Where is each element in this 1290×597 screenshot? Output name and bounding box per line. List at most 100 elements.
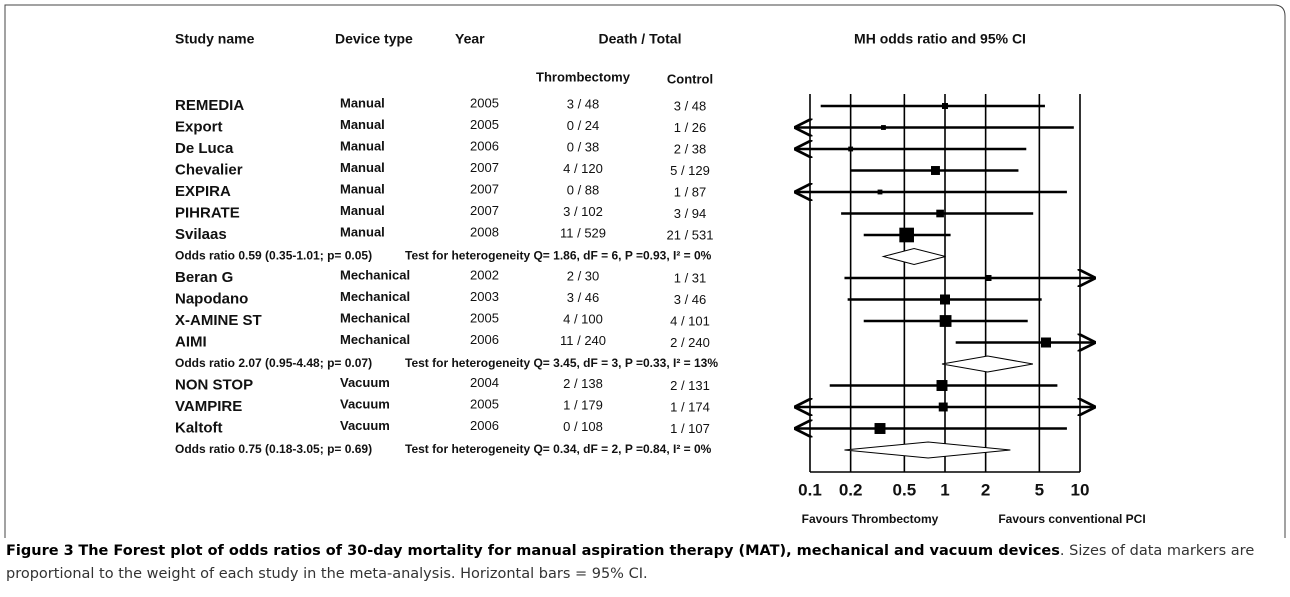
device-type: Mechanical: [340, 289, 410, 304]
caption-text: . Sizes of data markers are proportional…: [6, 543, 1255, 582]
year: 2008: [470, 224, 499, 239]
study-marker: [848, 146, 854, 152]
x-tick-label: 0.2: [839, 480, 863, 499]
year: 2006: [470, 418, 499, 433]
study-marker: [931, 166, 940, 175]
study-name: Export: [175, 118, 223, 135]
study-name: NON STOP: [175, 376, 253, 393]
year: 2007: [470, 181, 499, 196]
study-marker: [899, 227, 914, 243]
year: 2005: [470, 396, 499, 411]
study-name: PIHRATE: [175, 204, 240, 221]
control: 3 / 94: [674, 206, 707, 221]
header: MH odds ratio and 95% CI: [854, 31, 1026, 47]
thrombectomy: 1 / 179: [563, 397, 603, 412]
thrombectomy: 2 / 30: [567, 268, 600, 283]
study-marker: [939, 315, 952, 327]
control: 2 / 131: [670, 378, 710, 393]
heterogeneity: Test for heterogeneity Q= 3.45, dF = 3, …: [405, 356, 718, 370]
device-type: Vacuum: [340, 375, 390, 390]
summary-diamond: [941, 355, 1034, 373]
year: 2007: [470, 160, 499, 175]
device-type: Mechanical: [340, 332, 410, 347]
header: Control: [667, 71, 713, 86]
caption: Figure 3 The Forest plot of odds ratios …: [6, 540, 1284, 586]
thrombectomy: 0 / 38: [567, 139, 600, 154]
device-type: Manual: [340, 117, 385, 132]
figure-border: [4, 4, 1286, 538]
control: 21 / 531: [667, 227, 714, 242]
thrombectomy: 4 / 120: [563, 161, 603, 176]
device-type: Manual: [340, 181, 385, 196]
summary-diamond: [881, 247, 946, 266]
heterogeneity: Test for heterogeneity Q= 1.86, dF = 6, …: [405, 249, 712, 263]
study-name: Kaltoft: [175, 419, 223, 436]
summary-text: Odds ratio 0.75 (0.18-3.05; p= 0.69): [175, 442, 372, 456]
header: Thrombectomy: [536, 69, 631, 84]
device-type: Manual: [340, 138, 385, 153]
thrombectomy: 0 / 88: [567, 182, 600, 197]
figure: Study name Device type Year Death / Tota…: [4, 4, 1286, 538]
device-type: Manual: [340, 224, 385, 239]
x-tick-label: 5: [1035, 480, 1044, 499]
heterogeneity: Test for heterogeneity Q= 0.34, dF = 2, …: [405, 442, 712, 456]
study-marker: [881, 125, 886, 130]
study-name: AIMI: [175, 333, 207, 350]
summary-text: Odds ratio 2.07 (0.95-4.48; p= 0.07): [175, 356, 372, 370]
thrombectomy: 2 / 138: [563, 376, 603, 391]
study-marker: [1041, 337, 1052, 348]
control: 1 / 174: [670, 399, 710, 414]
control: 1 / 107: [670, 421, 710, 436]
device-type: Vacuum: [340, 396, 390, 411]
summary-text: Odds ratio 0.59 (0.35-1.01; p= 0.05): [175, 249, 372, 263]
study-name: De Luca: [175, 140, 234, 157]
study-name: X-AMINE ST: [175, 312, 262, 329]
study-marker: [942, 103, 948, 109]
device-type: Vacuum: [340, 418, 390, 433]
year: 2006: [470, 332, 499, 347]
thrombectomy: 0 / 24: [567, 118, 600, 133]
x-tick-label: 0.5: [893, 480, 917, 499]
control: 2 / 38: [674, 141, 707, 156]
caption-title: The Forest plot of odds ratios of 30-day…: [78, 543, 1060, 559]
thrombectomy: 3 / 102: [563, 204, 603, 219]
study-name: EXPIRA: [175, 183, 231, 200]
device-type: Manual: [340, 160, 385, 175]
study-name: VAMPIRE: [175, 398, 242, 415]
x-tick-label: 1: [940, 480, 949, 499]
year: 2004: [470, 375, 499, 390]
study-marker: [940, 294, 950, 305]
year: 2003: [470, 289, 499, 304]
summary-diamond: [844, 441, 1011, 459]
study-marker: [874, 423, 886, 434]
year: 2002: [470, 267, 499, 282]
device-type: Mechanical: [340, 310, 410, 325]
control: 1 / 31: [674, 270, 707, 285]
control: 3 / 48: [674, 98, 707, 113]
device-type: Mechanical: [340, 267, 410, 282]
header: Device type: [335, 31, 413, 47]
thrombectomy: 11 / 529: [560, 225, 606, 240]
header: Study name: [175, 31, 255, 47]
year: 2006: [470, 138, 499, 153]
control: 4 / 101: [670, 313, 710, 328]
control: 3 / 46: [674, 292, 707, 307]
control: 1 / 26: [674, 120, 707, 135]
study-marker: [936, 209, 944, 218]
thrombectomy: 0 / 108: [563, 419, 603, 434]
control: 2 / 240: [670, 335, 710, 350]
year: 2007: [470, 203, 499, 218]
study-marker: [936, 380, 948, 391]
study-name: Chevalier: [175, 161, 243, 178]
study-marker: [985, 275, 992, 281]
caption-label: Figure 3: [6, 543, 74, 559]
device-type: Manual: [340, 95, 385, 110]
study-name: REMEDIA: [175, 97, 244, 114]
thrombectomy: 3 / 46: [567, 290, 600, 305]
year: 2005: [470, 95, 499, 110]
x-tick-label: 0.1: [798, 480, 822, 499]
header: Year: [455, 31, 485, 47]
favours-right: Favours conventional PCI: [998, 512, 1145, 526]
favours-left: Favours Thrombectomy: [802, 512, 939, 526]
thrombectomy: 4 / 100: [563, 311, 603, 326]
